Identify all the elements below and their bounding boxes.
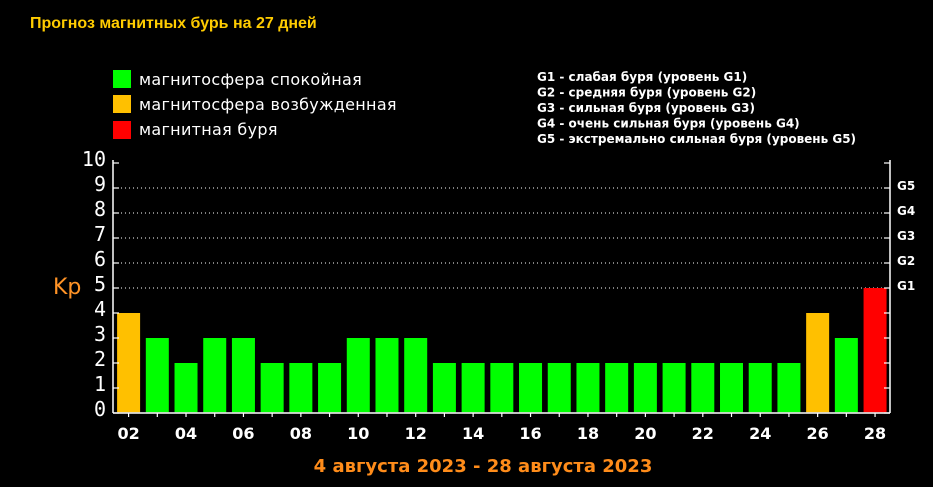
x-tick-label: 26 — [807, 424, 829, 443]
y-tick-label: 0 — [94, 397, 106, 421]
x-tick-label: 02 — [117, 424, 139, 443]
y-tick-label: 1 — [94, 372, 106, 396]
x-tick-label: 16 — [519, 424, 541, 443]
bar-day-11 — [375, 338, 399, 413]
bar-day-16 — [519, 363, 543, 413]
legend-label-storm: магнитная буря — [139, 120, 278, 139]
legend-swatch-excited — [113, 95, 131, 113]
y-tick-label: 4 — [94, 297, 106, 321]
x-tick-label: 12 — [405, 424, 427, 443]
storm-note-g3: G3 - сильная буря (уровень G3) — [537, 101, 755, 115]
bar-day-9 — [318, 363, 342, 413]
storm-note-g1: G1 - слабая буря (уровень G1) — [537, 70, 747, 84]
chart-title: Прогноз магнитных бурь на 27 дней — [30, 15, 317, 32]
storm-note-g2: G2 - средняя буря (уровень G2) — [537, 86, 756, 100]
bar-day-7 — [260, 363, 284, 413]
bar-day-21 — [662, 363, 686, 413]
bar-day-15 — [490, 363, 514, 413]
x-tick-label: 14 — [462, 424, 484, 443]
bar-day-3 — [145, 338, 169, 413]
storm-note-g4: G4 - очень сильная буря (уровень G4) — [537, 117, 800, 131]
y-tick-label: 6 — [94, 247, 106, 271]
storm-level-label: G3 — [897, 229, 915, 243]
bar-day-5 — [203, 338, 227, 413]
bar-day-17 — [547, 363, 571, 413]
bar-day-4 — [174, 363, 198, 413]
storm-note-g5: G5 - экстремально сильная буря (уровень … — [537, 132, 856, 146]
bar-day-22 — [691, 363, 715, 413]
legend-item-excited: магнитосфера возбужденная — [113, 95, 397, 114]
bar-day-20 — [633, 363, 657, 413]
x-tick-label: 10 — [347, 424, 369, 443]
y-tick-label: 7 — [94, 222, 106, 246]
y-tick-label: 9 — [94, 172, 106, 196]
storm-level-label: G1 — [897, 279, 915, 293]
y-axis-title: Kp — [53, 275, 81, 300]
storm-scale-notes: G1 - слабая буря (уровень G1) G2 - средн… — [537, 70, 856, 146]
legend-item-storm: магнитная буря — [113, 120, 278, 139]
x-tick-label: 04 — [175, 424, 197, 443]
x-tick-label: 06 — [232, 424, 254, 443]
storm-level-label: G4 — [897, 204, 915, 218]
bar-day-25 — [777, 363, 801, 413]
x-tick-label: 24 — [749, 424, 771, 443]
y-tick-label: 3 — [94, 322, 106, 346]
y-tick-label: 8 — [94, 197, 106, 221]
x-tick-label: 28 — [864, 424, 886, 443]
bar-day-26 — [806, 313, 830, 413]
legend-label-excited: магнитосфера возбужденная — [139, 95, 397, 114]
y-tick-label: 5 — [94, 272, 106, 296]
bar-day-28 — [863, 288, 887, 413]
legend: магнитосфера спокойная магнитосфера возб… — [113, 70, 397, 139]
legend-swatch-storm — [113, 121, 131, 139]
x-tick-label: 18 — [577, 424, 599, 443]
bar-day-27 — [834, 338, 858, 413]
bar-day-2 — [117, 313, 141, 413]
x-axis-title: 4 августа 2023 - 28 августа 2023 — [314, 456, 653, 477]
bar-day-18 — [576, 363, 600, 413]
y-tick-label: 10 — [82, 147, 106, 171]
bar-day-23 — [720, 363, 744, 413]
storm-level-label: G5 — [897, 179, 915, 193]
x-tick-label: 22 — [692, 424, 714, 443]
bar-day-13 — [432, 363, 456, 413]
x-tick-label: 20 — [634, 424, 656, 443]
bar-day-12 — [404, 338, 428, 413]
bar-day-24 — [748, 363, 772, 413]
bar-day-10 — [346, 338, 370, 413]
bar-day-8 — [289, 363, 313, 413]
legend-swatch-calm — [113, 70, 131, 88]
legend-item-calm: магнитосфера спокойная — [113, 70, 362, 89]
legend-label-calm: магнитосфера спокойная — [139, 70, 362, 89]
y-tick-label: 2 — [94, 347, 106, 371]
bar-day-19 — [605, 363, 629, 413]
x-tick-label: 08 — [290, 424, 312, 443]
storm-level-label: G2 — [897, 254, 915, 268]
bar-day-6 — [231, 338, 255, 413]
bar-day-14 — [461, 363, 485, 413]
